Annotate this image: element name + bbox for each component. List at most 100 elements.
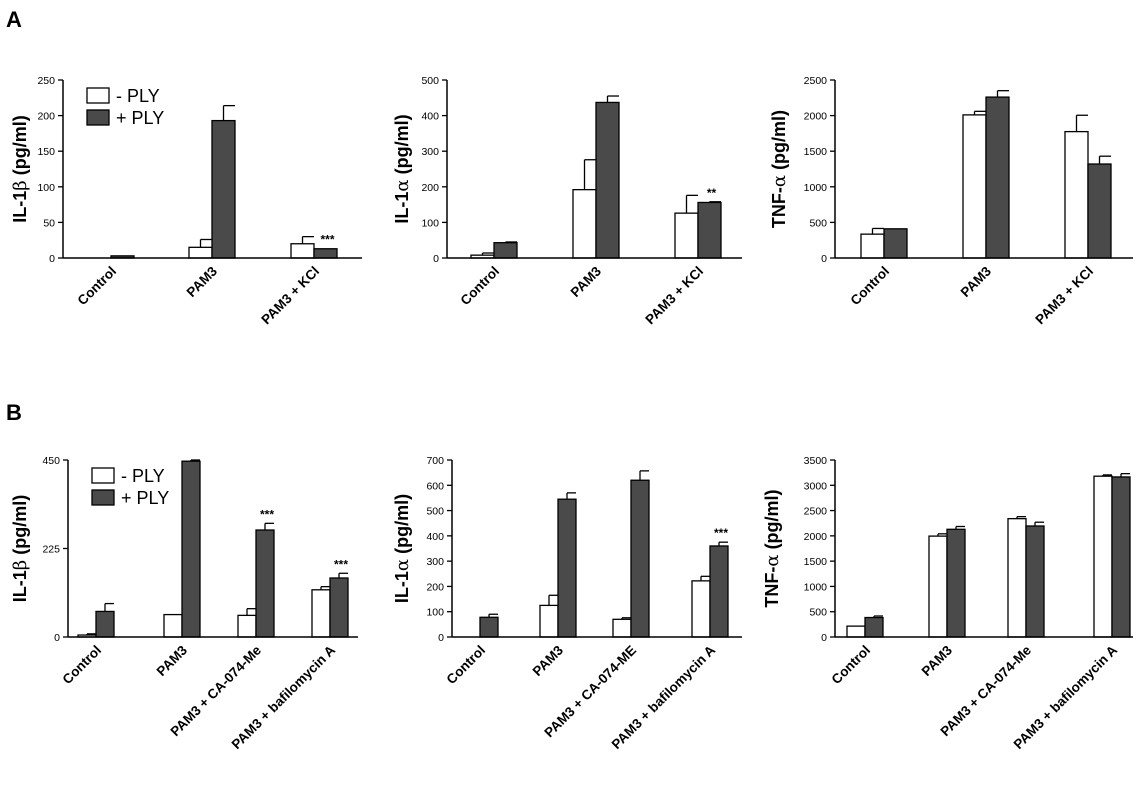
bar-plus-ply <box>181 460 201 638</box>
y-tick-label: 1500 <box>804 556 828 568</box>
chart-5: 0 100 200 300 400 500 600 700 IL-1α (pg/ml) *** Co… <box>392 455 742 752</box>
y-axis-label-greek: α <box>392 559 413 571</box>
legend-swatch-minus-ply <box>86 87 110 104</box>
y-tick-label: 0 <box>49 253 55 265</box>
y-axis-label-prefix: TNF- <box>762 567 782 608</box>
y-tick-label: 500 <box>421 75 439 87</box>
legend-label: - PLY <box>121 466 165 486</box>
y-tick-label: 450 <box>42 455 60 467</box>
y-axis-label-prefix: IL-1 <box>10 191 30 223</box>
bar-minus-ply <box>860 233 885 259</box>
legend-label: + PLY <box>116 108 164 128</box>
bar-minus-ply <box>1093 475 1113 638</box>
bar-minus-ply <box>962 114 987 259</box>
y-axis-label-suffix: (pg/ml) <box>10 115 30 180</box>
bar-plus-ply <box>697 201 722 259</box>
y-axis-label-greek: β <box>10 560 31 570</box>
y-tick-label: 100 <box>37 182 55 194</box>
chart-2: 0 100 200 300 400 500 IL-1α (pg/ml) ** Control PA… <box>392 75 742 327</box>
legend: - PLY+ PLY <box>86 86 164 128</box>
y-tick-label: 1500 <box>804 146 828 158</box>
y-tick-label: 200 <box>426 581 444 593</box>
category-label: PAM3 + CA-074-Me <box>937 642 1034 739</box>
y-axis-label-suffix: (pg/ml) <box>769 110 789 175</box>
legend-swatch-plus-ply <box>86 109 110 126</box>
y-tick-label: 0 <box>433 253 439 265</box>
y-axis-label-suffix: (pg/ml) <box>392 494 412 559</box>
y-tick-label: 0 <box>821 632 827 644</box>
y-tick-label: 2000 <box>804 111 828 123</box>
y-axis-label-prefix: IL-1 <box>10 570 30 602</box>
y-tick-label: 2500 <box>804 75 828 87</box>
y-axis-label: IL-1β (pg/ml) <box>10 115 31 222</box>
category-label: Control <box>60 643 105 688</box>
y-tick-label: 0 <box>821 253 827 265</box>
y-tick-label: 1000 <box>804 182 828 194</box>
bar-plus-ply <box>1087 163 1112 259</box>
category-label: Control <box>75 264 120 309</box>
legend-swatch-plus-ply <box>91 489 115 506</box>
y-axis-label: IL-1β (pg/ml) <box>10 495 31 602</box>
y-axis-label-suffix: (pg/ml) <box>762 489 782 554</box>
bar-minus-ply <box>572 188 597 259</box>
bar-minus-ply <box>928 535 948 638</box>
bar-minus-ply <box>846 625 866 638</box>
y-tick-label: 3000 <box>804 480 828 492</box>
bar-plus-ply <box>255 529 275 638</box>
y-tick-label: 50 <box>43 217 55 229</box>
y-tick-label: 0 <box>438 632 444 644</box>
bar-plus-ply <box>946 528 966 638</box>
y-tick-label: 0 <box>54 632 60 644</box>
bar-minus-ply <box>163 613 183 638</box>
bar-minus-ply <box>1007 518 1027 638</box>
y-axis-label-suffix: (pg/ml) <box>392 114 412 179</box>
category-label: PAM3 <box>919 642 956 679</box>
y-axis-label: TNF-α (pg/ml) <box>762 489 783 607</box>
y-tick-label: 1000 <box>804 581 828 593</box>
bar-minus-ply <box>612 618 632 638</box>
y-axis-label-suffix: (pg/ml) <box>10 495 30 560</box>
significance-label: *** <box>714 526 728 540</box>
y-axis-label-greek: α <box>762 554 783 566</box>
legend-swatch-minus-ply <box>91 467 115 484</box>
bar-plus-ply <box>557 498 577 638</box>
bar-minus-ply <box>311 589 331 638</box>
bar-plus-ply <box>95 610 115 638</box>
category-label: PAM3 + KCl <box>1032 264 1096 328</box>
y-axis-label: IL-1α (pg/ml) <box>392 494 413 603</box>
bar-plus-ply <box>630 479 650 638</box>
y-tick-label: 300 <box>426 556 444 568</box>
significance-label: *** <box>320 233 334 247</box>
bar-minus-ply <box>1064 130 1089 259</box>
y-tick-label: 225 <box>42 544 60 556</box>
y-tick-label: 2500 <box>804 506 828 518</box>
bar-plus-ply <box>479 616 499 638</box>
category-label: PAM3 + KCl <box>258 264 322 328</box>
bar-plus-ply <box>595 101 620 259</box>
bar-plus-ply <box>1025 525 1045 638</box>
bar-minus-ply <box>539 604 559 638</box>
bar-minus-ply <box>674 212 699 259</box>
y-tick-label: 2000 <box>804 531 828 543</box>
y-tick-label: 200 <box>421 182 439 194</box>
category-label: Control <box>458 264 503 309</box>
y-axis-label-prefix: IL-1 <box>392 571 412 603</box>
y-tick-label: 500 <box>426 506 444 518</box>
panel-letter-b: B <box>6 400 22 425</box>
category-label: PAM3 <box>154 642 191 679</box>
y-tick-label: 150 <box>37 146 55 158</box>
y-axis-label-prefix: TNF- <box>769 187 789 228</box>
category-label: Control <box>829 643 874 688</box>
y-tick-label: 400 <box>421 111 439 123</box>
category-label: PAM3 + KCl <box>642 264 706 328</box>
significance-label: ** <box>707 186 717 200</box>
panel-letter-a: A <box>6 7 22 32</box>
y-tick-label: 300 <box>421 146 439 158</box>
category-label: PAM3 <box>530 642 567 679</box>
legend-label: + PLY <box>121 488 169 508</box>
bar-minus-ply <box>188 246 213 259</box>
category-label: Control <box>444 643 489 688</box>
y-axis-label-greek: α <box>769 175 790 187</box>
category-label: Control <box>848 264 893 309</box>
